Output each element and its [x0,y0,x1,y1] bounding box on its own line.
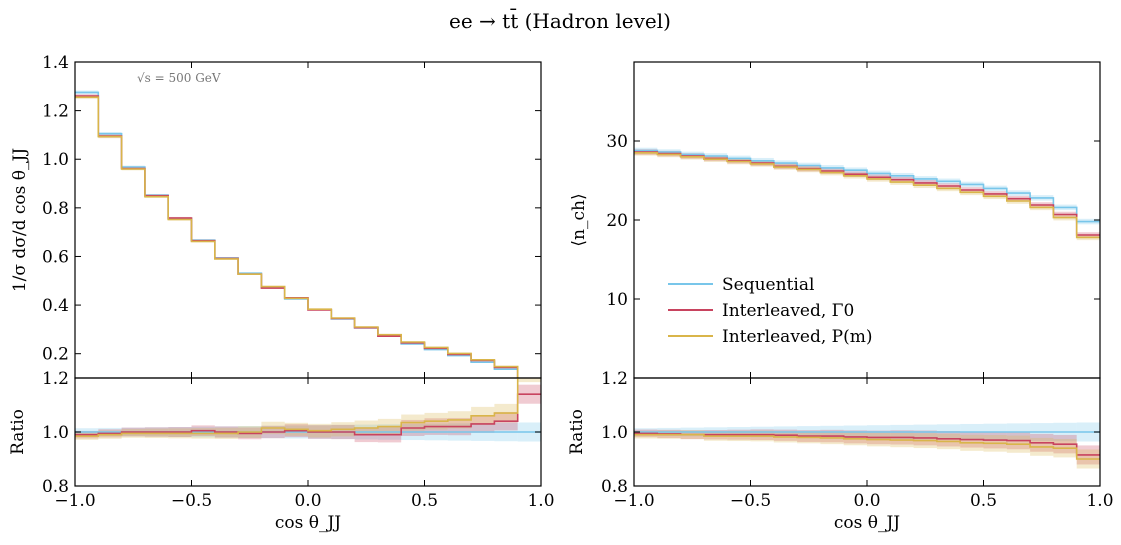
legend-label: Interleaved, P(m) [722,327,873,347]
series-line-interleaved-p-m- [634,433,1100,460]
x-tick-label: 0.5 [411,491,438,511]
x-axis-label: cos θ_JJ [834,513,900,533]
x-tick-label: 0.5 [970,491,997,511]
series-line-interleaved-0 [75,95,519,378]
y-tick-label: 0.4 [42,296,69,316]
x-tick-label: −0.5 [171,491,212,511]
band-interleaved-p-m--19 [517,378,541,383]
series-line-sequential [75,91,519,378]
energy-annotation: √s = 500 GeV [137,71,221,85]
y-axis-label: ⟨n_ch⟩ [569,193,589,246]
x-axis-label: cos θ_JJ [275,513,341,533]
y-tick-label: 1.0 [42,423,69,443]
y-tick-label: 0.8 [42,477,69,497]
panel-left-top: 0.2 0.4 0.6 0.8 1.0 1.2 1.4 1/σ dσ/d cos θ_JJ √s… [10,53,542,379]
legend-label: Interleaved, Γ0 [722,301,854,321]
y-tick-label: 1.2 [601,369,628,389]
legend-label: Sequential [722,275,814,295]
panel-right-top: 10 20 30 ⟨n_ch⟩ [569,61,1101,379]
series-line-interleaved-p-m- [75,96,519,378]
series-line-interleaved-p-m- [634,152,1100,239]
panel-right-bottom: 0.8 1.0 1.2 −1.0 −0.5 0.0 0.5 1.0 Ratio cos θ_JJ [567,369,1114,533]
y-axis-label: Ratio [567,409,587,455]
plot-area [634,422,1100,469]
y-tick-label: 1.0 [601,423,628,443]
y-axis-label: 1/σ dσ/d cos θ_JJ [10,148,30,292]
y-tick-label: 20 [606,211,628,231]
x-tick-label: −1.0 [613,491,654,511]
y-tick-label: 1.2 [42,102,69,122]
y-tick-label: 1.2 [42,369,69,389]
x-tick-label: −0.5 [730,491,771,511]
y-tick-label: 0.2 [42,345,69,365]
x-tick-label: −1.0 [54,491,95,511]
panels: 0.2 0.4 0.6 0.8 1.0 1.2 1.4 1/σ dσ/d cos θ_JJ √s… [8,53,1114,533]
y-tick-label: 1.0 [42,150,69,170]
x-tick-label: 1.0 [1086,491,1113,511]
y-tick-label: 30 [606,132,628,152]
series-line-interleaved-0 [634,432,1100,456]
legend: Sequential Interleaved, Γ0 Interleaved, P(… [668,275,873,347]
y-tick-label: 0.8 [601,477,628,497]
y-tick-label: 0.8 [42,199,69,219]
figure-title: ee → tt̄ (Hadron level) [449,8,671,33]
x-tick-label: 0.0 [294,491,321,511]
y-tick-label: 10 [606,290,628,310]
series-line-interleaved-p-m- [75,378,519,437]
panel-left-bottom: 0.8 1.0 1.2 −1.0 −0.5 0.0 0.5 1.0 Ratio cos θ_JJ [8,369,555,533]
plot-area [634,147,1100,241]
axes-frame [74,61,542,379]
plot-area [75,90,519,378]
y-tick-label: 0.6 [42,247,69,267]
plot-area [75,378,541,443]
x-tick-label: 0.0 [853,491,880,511]
series-line-sequential [634,149,1100,223]
x-tick-label: 1.0 [527,491,554,511]
y-axis-label: Ratio [8,409,28,455]
y-tick-label: 1.4 [42,53,69,73]
